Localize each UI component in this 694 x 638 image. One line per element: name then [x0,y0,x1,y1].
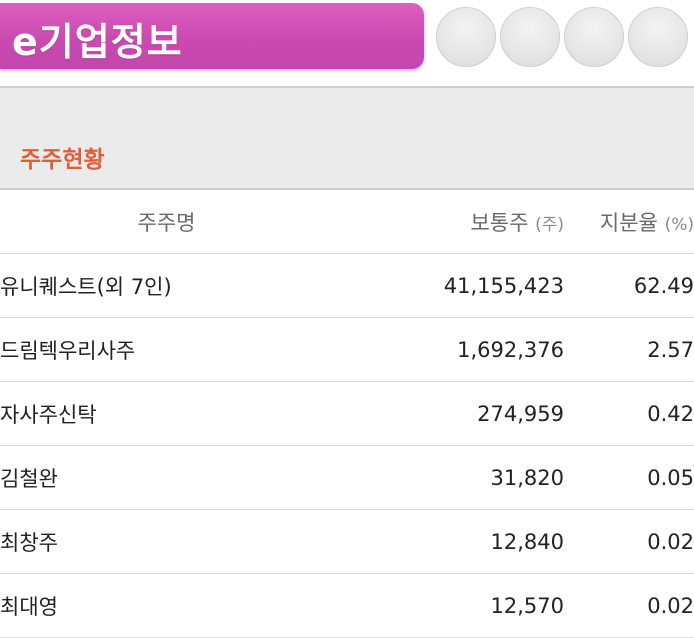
table-row[interactable]: 드림텍우리사주 1,692,376 2.57 [0,317,694,382]
shareholder-name: 드림텍우리사주 [0,317,333,382]
table-row[interactable]: 최창주 12,840 0.02 [0,509,694,574]
share-ratio: 0.05 [564,445,694,510]
title-tab: e기업정보 [0,3,424,69]
share-ratio: 62.49 [564,253,694,318]
ratio-unit: (%) [664,214,694,235]
circle-button-2[interactable] [500,7,560,67]
share-count: 31,820 [333,445,564,510]
app-title: e기업정보 [12,20,183,64]
share-ratio: 0.02 [564,509,694,574]
share-count: 12,840 [333,509,564,574]
share-count: 1,692,376 [333,317,564,382]
column-header-shares: 보통주 (주) [333,190,564,254]
circle-button-4[interactable] [628,7,688,67]
share-count: 12,570 [333,573,564,638]
shareholder-name: 김철완 [0,445,333,510]
share-ratio: 0.42 [564,381,694,446]
share-ratio: 2.57 [564,317,694,382]
circle-button-3[interactable] [564,7,624,67]
shareholder-table: 주주명 보통주 (주) 지분율 (%) 유니퀘스트(외 7인) 41,155,4… [0,190,694,638]
table-header-row: 주주명 보통주 (주) 지분율 (%) [0,190,694,254]
section-header: 주주현황 [0,86,694,190]
share-count: 41,155,423 [333,253,564,318]
shares-unit: (주) [535,214,564,235]
share-count: 274,959 [333,381,564,446]
table-row[interactable]: 최대영 12,570 0.02 [0,573,694,638]
shareholder-name: 최창주 [0,509,333,574]
table-row[interactable]: 김철완 31,820 0.05 [0,445,694,510]
table-row[interactable]: 자사주신탁 274,959 0.42 [0,381,694,446]
section-title: 주주현황 [20,147,105,173]
column-header-name: 주주명 [0,190,333,254]
shareholder-name: 자사주신탁 [0,381,333,446]
table-row[interactable]: 유니퀘스트(외 7인) 41,155,423 62.49 [0,253,694,318]
column-header-ratio: 지분율 (%) [564,190,694,254]
circle-button-1[interactable] [436,7,496,67]
shareholder-name: 유니퀘스트(외 7인) [0,253,333,318]
share-ratio: 0.02 [564,573,694,638]
shareholder-name: 최대영 [0,573,333,638]
top-bar: e기업정보 [0,0,694,86]
